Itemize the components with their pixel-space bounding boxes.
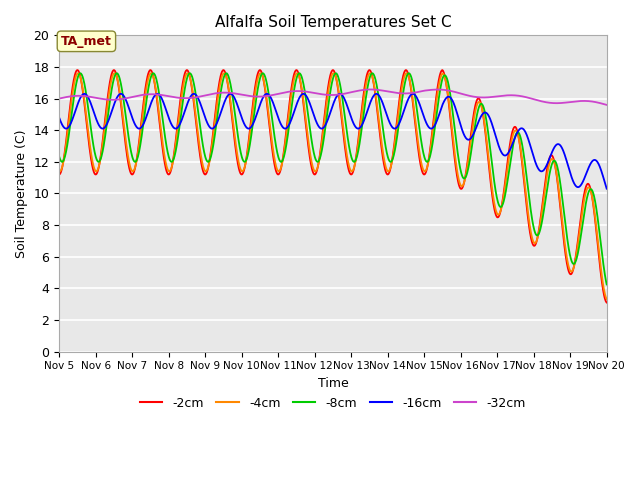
-16cm	[120, 94, 128, 99]
-2cm	[120, 130, 128, 135]
-32cm	[287, 88, 295, 94]
-4cm	[120, 121, 127, 127]
-32cm	[367, 86, 375, 92]
-8cm	[120, 101, 128, 107]
-16cm	[309, 110, 317, 116]
Line: -4cm: -4cm	[59, 73, 607, 299]
-16cm	[367, 98, 375, 104]
Line: -16cm: -16cm	[59, 94, 607, 189]
-2cm	[367, 70, 375, 75]
-16cm	[288, 115, 296, 121]
-4cm	[367, 71, 375, 77]
-4cm	[55, 168, 63, 174]
X-axis label: Time: Time	[317, 377, 348, 390]
-8cm	[309, 146, 317, 152]
-32cm	[55, 96, 63, 101]
Title: Alfalfa Soil Temperatures Set C: Alfalfa Soil Temperatures Set C	[214, 15, 451, 30]
-2cm	[74, 67, 81, 73]
-4cm	[299, 93, 307, 98]
-2cm	[309, 169, 317, 175]
-32cm	[603, 102, 611, 108]
-8cm	[603, 282, 611, 288]
-16cm	[300, 91, 307, 97]
-2cm	[98, 144, 106, 150]
-32cm	[120, 96, 127, 102]
-4cm	[309, 164, 317, 169]
-2cm	[55, 171, 63, 177]
-2cm	[300, 98, 307, 104]
Y-axis label: Soil Temperature (C): Soil Temperature (C)	[15, 129, 28, 258]
-4cm	[366, 71, 374, 76]
-8cm	[55, 154, 63, 159]
-32cm	[367, 86, 374, 92]
-8cm	[300, 80, 307, 85]
-2cm	[603, 300, 611, 305]
Line: -32cm: -32cm	[59, 89, 607, 105]
-4cm	[287, 91, 295, 97]
-16cm	[603, 186, 611, 192]
-16cm	[117, 91, 125, 96]
-8cm	[98, 152, 106, 157]
-16cm	[55, 115, 63, 120]
-2cm	[288, 83, 296, 88]
-8cm	[288, 102, 296, 108]
-8cm	[77, 71, 84, 76]
-16cm	[98, 125, 106, 131]
-8cm	[367, 72, 375, 77]
-32cm	[98, 96, 106, 102]
Line: -8cm: -8cm	[59, 73, 607, 285]
-32cm	[309, 90, 317, 96]
Text: TA_met: TA_met	[61, 35, 112, 48]
-32cm	[299, 88, 307, 94]
-4cm	[603, 296, 611, 302]
Line: -2cm: -2cm	[59, 70, 607, 302]
-4cm	[98, 149, 106, 155]
Legend: -2cm, -4cm, -8cm, -16cm, -32cm: -2cm, -4cm, -8cm, -16cm, -32cm	[135, 392, 531, 415]
